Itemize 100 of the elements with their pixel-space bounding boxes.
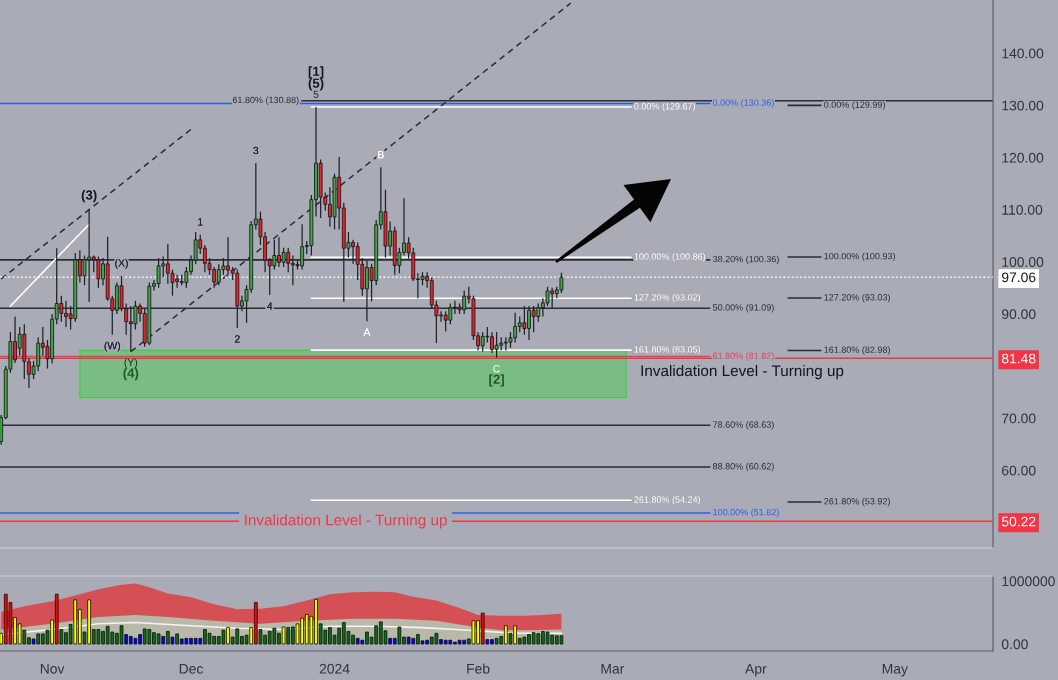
bar bbox=[105, 625, 110, 645]
y-tick-label: 0.00 bbox=[1001, 639, 1028, 650]
annotation: Invalidation Level - Turning up bbox=[641, 364, 844, 380]
bar bbox=[397, 626, 402, 645]
series-label: 50.00% (91.09) bbox=[712, 304, 774, 313]
annotation: 5 bbox=[313, 90, 319, 98]
candlestick bbox=[156, 257, 161, 289]
series-label: 161.80% (82.98) bbox=[824, 346, 890, 355]
annotation: 1 bbox=[198, 218, 203, 226]
y-tick-label: 70.00 bbox=[1002, 413, 1036, 424]
bar bbox=[267, 630, 272, 645]
bar bbox=[281, 626, 286, 645]
y-tick-label: 140.00 bbox=[1002, 48, 1044, 59]
series-label: 127.20% (93.02) bbox=[634, 293, 701, 303]
bar bbox=[133, 637, 138, 645]
y-tick-label: 120.00 bbox=[1002, 152, 1044, 163]
annotation: (X) bbox=[115, 259, 128, 269]
bar bbox=[434, 632, 439, 645]
x-tick-label: Mar bbox=[601, 664, 625, 674]
bar bbox=[272, 627, 277, 645]
candlestick bbox=[494, 331, 499, 359]
candlestick bbox=[448, 302, 453, 325]
annotation: [2] bbox=[489, 374, 504, 387]
candlestick bbox=[272, 239, 277, 271]
candlestick bbox=[96, 255, 101, 289]
bar bbox=[406, 636, 411, 645]
series-label: 100.00% (100.93) bbox=[824, 252, 895, 262]
bar bbox=[448, 639, 453, 645]
bar bbox=[480, 612, 485, 645]
y-tick-label: 1000000 bbox=[1002, 576, 1055, 587]
ref-line-label: Invalidation Level - Turning up bbox=[245, 514, 447, 529]
candlestick bbox=[443, 310, 448, 333]
series-label: 261.80% (53.92) bbox=[824, 497, 890, 507]
annotation: (Y) bbox=[124, 358, 138, 369]
series-label: 38.20% (100.36) bbox=[712, 255, 779, 265]
y-tick-label: 81.48 bbox=[1001, 353, 1036, 364]
bar bbox=[559, 635, 564, 645]
x-tick-label: Apr bbox=[745, 664, 767, 677]
bar bbox=[443, 639, 448, 645]
annotation: A bbox=[363, 328, 371, 336]
bar bbox=[304, 613, 309, 645]
x-tick-label: Nov bbox=[40, 664, 65, 674]
series-label: 261.80% (54.24) bbox=[634, 496, 701, 505]
line-series bbox=[0, 621, 563, 636]
bar bbox=[429, 636, 434, 645]
bar bbox=[119, 625, 124, 645]
annotation: (5) bbox=[308, 78, 324, 91]
bar bbox=[207, 632, 212, 645]
y-tick-label: 100.00 bbox=[1002, 257, 1044, 267]
annotation: (3) bbox=[81, 189, 97, 203]
bar bbox=[286, 627, 291, 645]
series-label: 100.00% (100.86) bbox=[634, 253, 706, 262]
candlestick bbox=[531, 305, 536, 333]
bar bbox=[147, 629, 152, 645]
y-tick-label: 130.00 bbox=[1002, 100, 1044, 111]
bar bbox=[235, 628, 240, 645]
bar bbox=[494, 637, 499, 645]
bar bbox=[471, 620, 476, 645]
annotation: (4) bbox=[123, 368, 139, 381]
candlestick bbox=[480, 331, 485, 353]
x-tick-label: Feb bbox=[467, 663, 490, 674]
series-label: 0.00% (130.36) bbox=[712, 99, 774, 108]
series-label: 0.00% (129.67) bbox=[634, 102, 696, 112]
y-tick-label: 50.22 bbox=[1001, 516, 1036, 527]
bar bbox=[411, 637, 416, 645]
candlestick bbox=[59, 295, 64, 323]
annotation: (W) bbox=[104, 341, 121, 352]
bar bbox=[536, 632, 541, 645]
y-tick-label: 110.00 bbox=[1002, 204, 1043, 215]
bar bbox=[531, 632, 536, 645]
bar bbox=[545, 631, 550, 645]
x-tick-label: May bbox=[882, 664, 908, 677]
series-label: 100.00% (51.82) bbox=[713, 508, 779, 518]
annotation: B bbox=[378, 151, 384, 159]
annotation: 2 bbox=[234, 335, 240, 343]
series-label: 161.80% (83.05) bbox=[634, 345, 701, 355]
series-label: 61.80% (81.82) bbox=[713, 352, 774, 361]
series-label: 61.80% (130.88) bbox=[232, 96, 299, 105]
series-label: 88.80% (60.62) bbox=[712, 462, 774, 472]
candlestick bbox=[522, 305, 527, 336]
candlestick bbox=[536, 302, 541, 323]
series-label: 78.60% (68.63) bbox=[713, 421, 774, 430]
series-label: 0.00% (129.99) bbox=[824, 101, 885, 110]
bar bbox=[142, 628, 147, 645]
x-tick-label: 2024 bbox=[319, 663, 350, 674]
series-label: 127.20% (93.03) bbox=[824, 293, 890, 303]
bar bbox=[221, 629, 226, 645]
y-tick-label: 90.00 bbox=[1001, 309, 1036, 320]
annotation: C bbox=[493, 365, 500, 373]
bar bbox=[355, 637, 360, 645]
bar bbox=[193, 637, 198, 645]
y-tick-label: 60.00 bbox=[1002, 465, 1036, 476]
bar bbox=[457, 639, 462, 645]
bar bbox=[73, 599, 78, 645]
bar bbox=[184, 637, 189, 645]
annotation: 3 bbox=[253, 146, 259, 155]
y-tick-label: 97.06 bbox=[1001, 272, 1036, 283]
bar bbox=[96, 629, 101, 645]
bar bbox=[156, 633, 161, 645]
x-tick-label: Dec bbox=[179, 664, 203, 674]
